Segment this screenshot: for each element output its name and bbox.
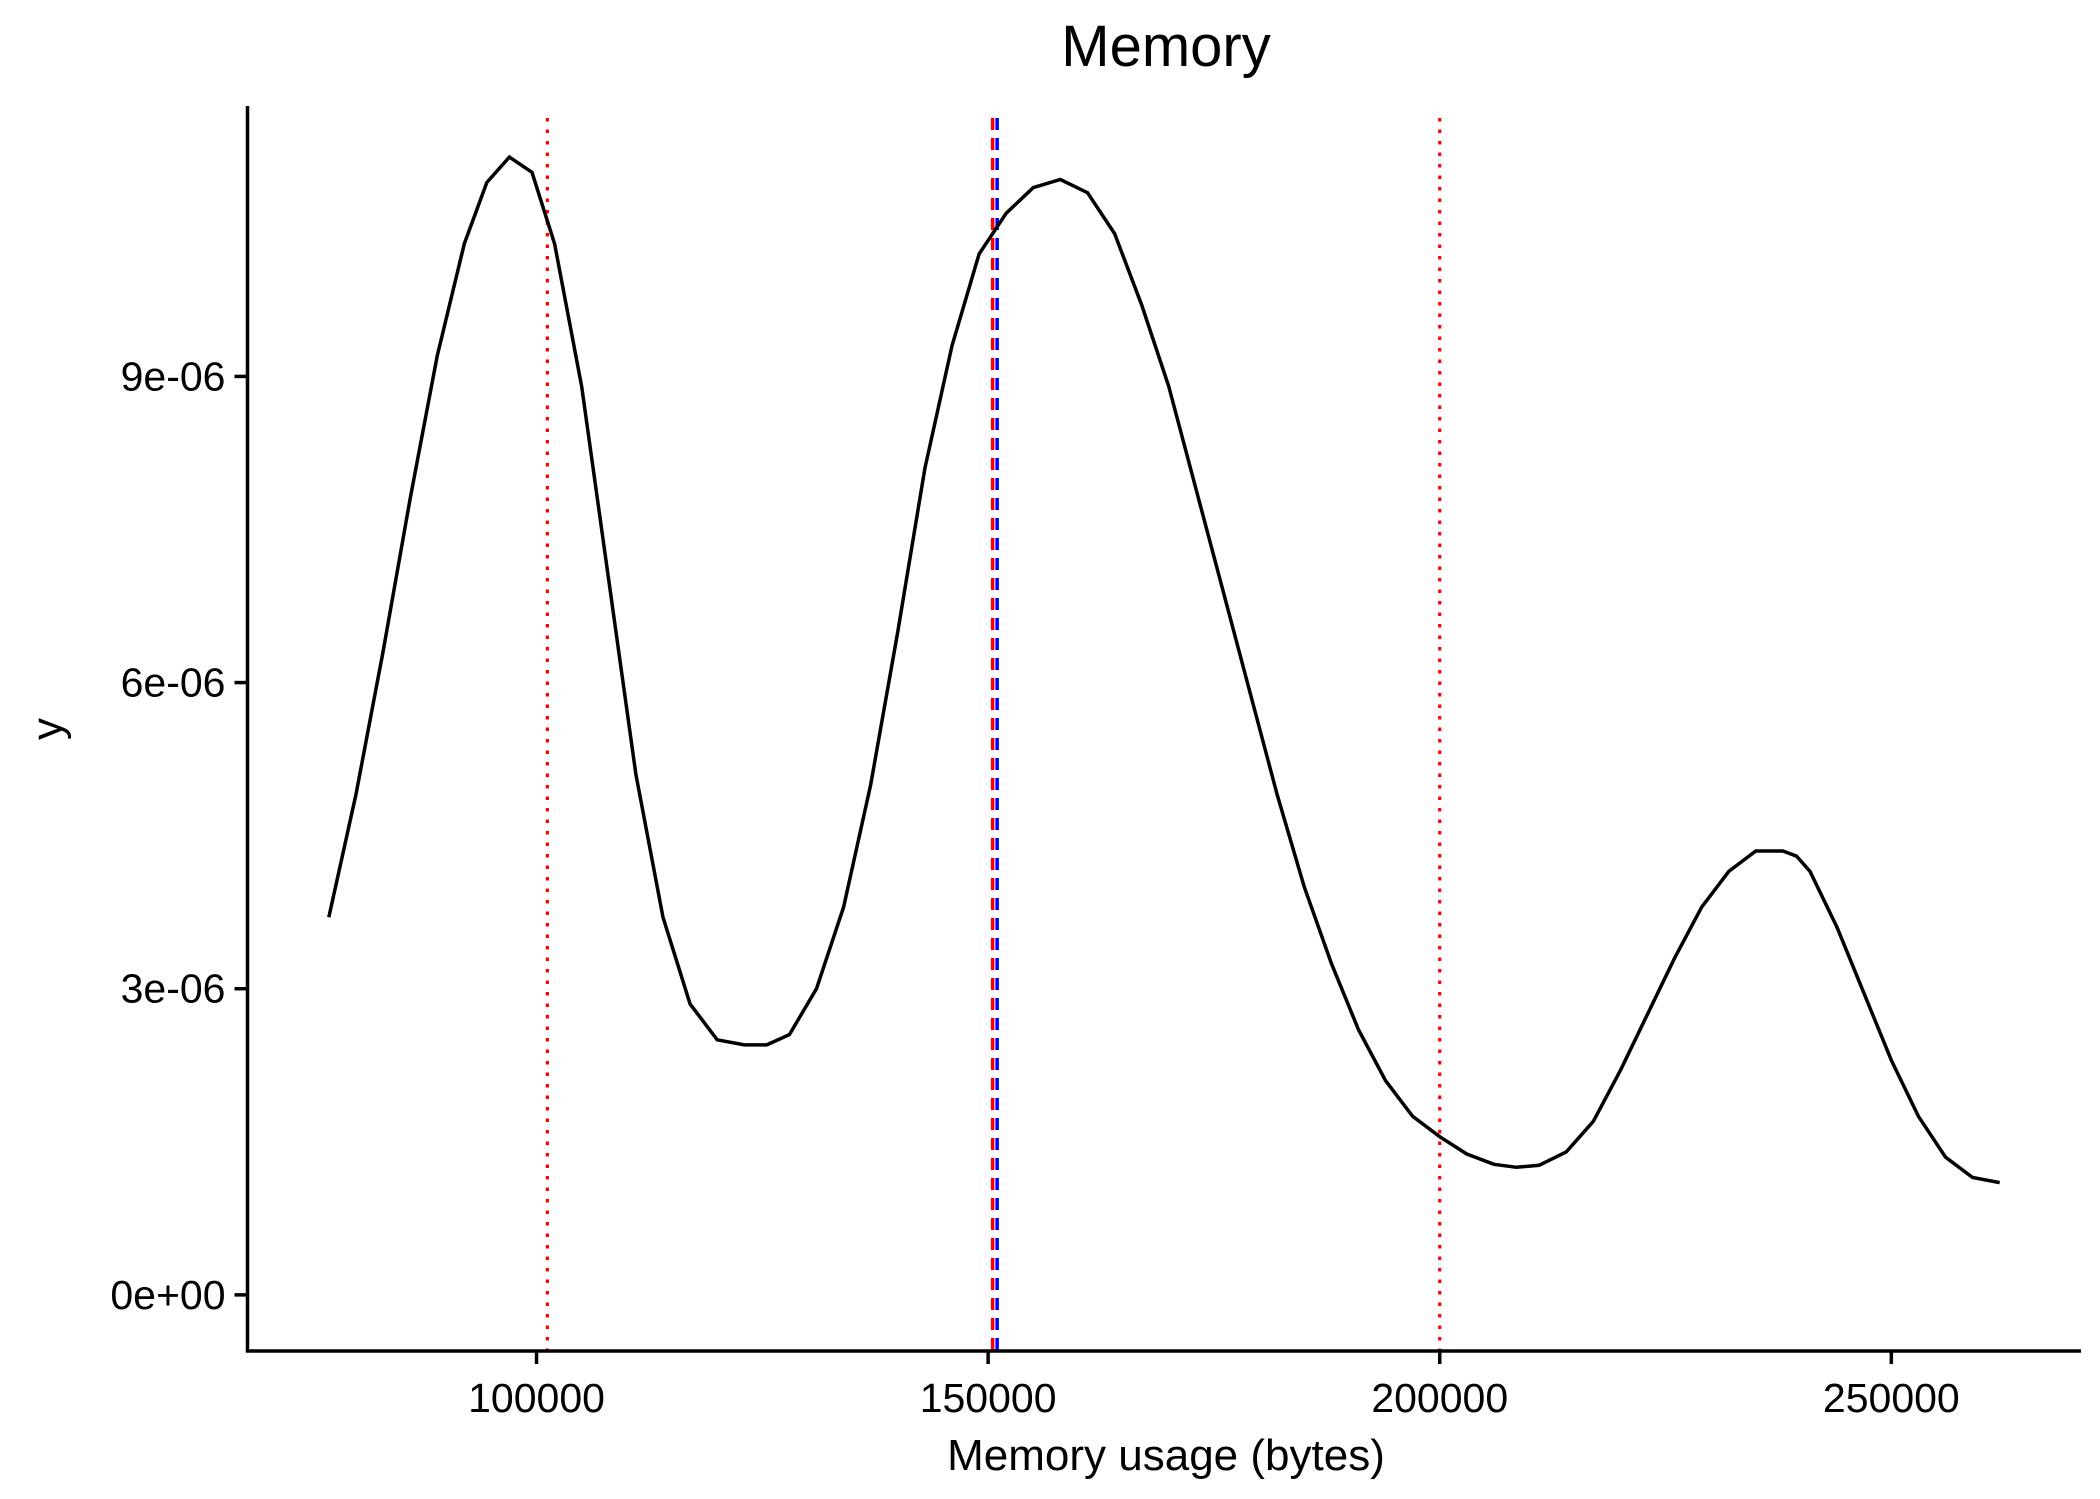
chart-title: Memory xyxy=(1061,14,1270,79)
x-axis-ticks: 100000 150000 200000 250000 xyxy=(468,1351,1960,1421)
x-tick-label: 250000 xyxy=(1823,1375,1960,1421)
reference-lines xyxy=(545,118,1442,1351)
y-tick-label: 0e+00 xyxy=(110,1272,225,1318)
x-tick-label: 150000 xyxy=(920,1375,1057,1421)
density-curve-0 xyxy=(327,154,2001,1185)
x-axis-title: Memory usage (bytes) xyxy=(947,1431,1385,1480)
x-tick-label: 200000 xyxy=(1371,1375,1508,1421)
y-tick-label: 9e-06 xyxy=(121,353,226,399)
y-tick-label: 3e-06 xyxy=(121,966,226,1012)
y-axis-ticks: 0e+00 3e-06 6e-06 9e-06 xyxy=(110,353,248,1318)
y-tick-label: 6e-06 xyxy=(121,660,226,706)
series-layer xyxy=(327,154,2001,1185)
x-tick-label: 100000 xyxy=(468,1375,605,1421)
y-axis-title: y xyxy=(23,718,72,740)
